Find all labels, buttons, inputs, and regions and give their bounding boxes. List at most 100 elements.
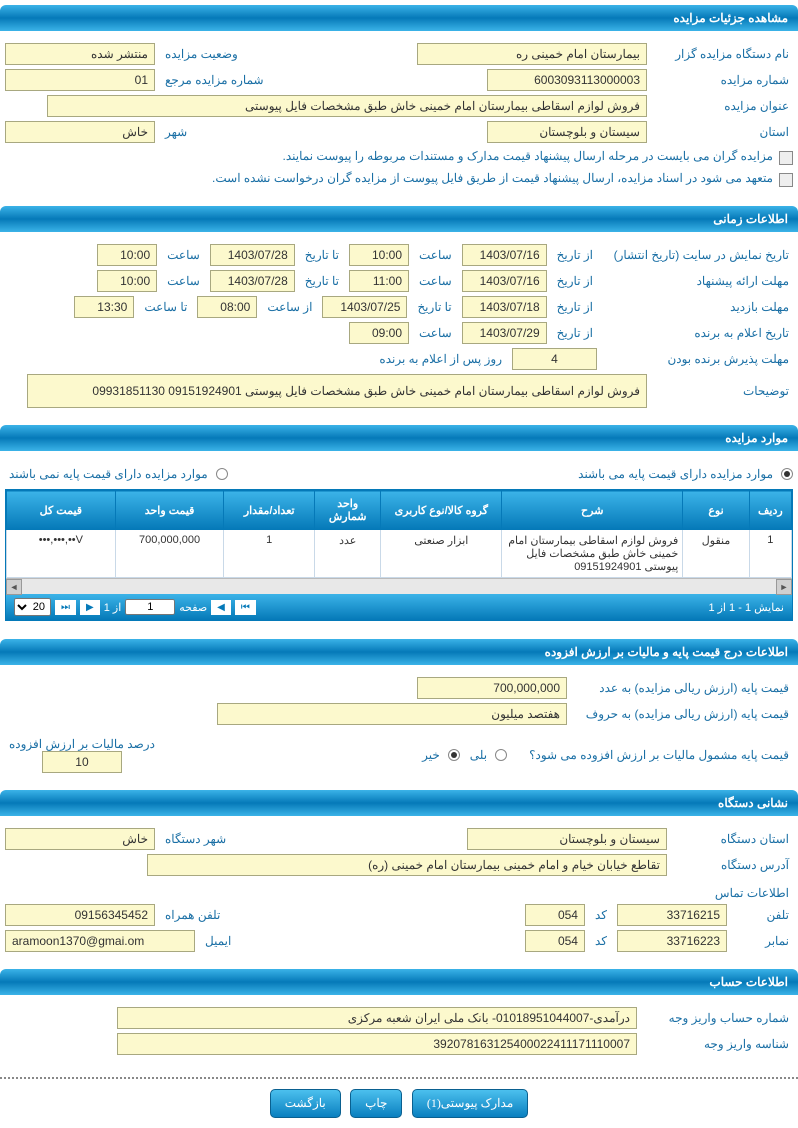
vat-pct-label: درصد مالیات بر ارزش افزوده bbox=[5, 737, 159, 751]
grid-pager: نمایش 1 - 1 از 1 ⏮ ◀ صفحه از 1 ▶ ⏭ 20 bbox=[6, 594, 792, 620]
base-num-field: 700,000,000 bbox=[417, 677, 567, 699]
display-from-time: 10:00 bbox=[349, 244, 409, 266]
title-field: فروش لوازم اسقاطی بیمارستان امام خمینی خ… bbox=[47, 95, 647, 117]
ref-no-label: شماره مزایده مرجع bbox=[161, 73, 268, 87]
col-idx: ردیف bbox=[749, 491, 791, 530]
section-body-items: موارد مزایده دارای قیمت پایه می باشند مو… bbox=[0, 451, 798, 634]
cell-desc: فروش لوازم اسقاطی بیمارستان امام خمینی خ… bbox=[502, 530, 683, 578]
cell-unit: عدد bbox=[314, 530, 380, 578]
fax-label: نمابر bbox=[733, 934, 793, 948]
vat-yes-radio[interactable] bbox=[495, 749, 507, 761]
print-button[interactable]: چاپ bbox=[350, 1089, 402, 1118]
org-city-field: خاش bbox=[5, 828, 155, 850]
pager-prev-icon[interactable]: ◀ bbox=[211, 600, 231, 615]
hour-label: ساعت bbox=[415, 248, 456, 262]
desc-label: توضیحات bbox=[653, 384, 793, 398]
tel-field: 33716215 bbox=[617, 904, 727, 926]
pager-size-select[interactable]: 20 bbox=[14, 598, 51, 616]
items-grid: ردیف نوع شرح گروه کالا/نوع کاربری واحد ش… bbox=[5, 489, 793, 621]
desc-field: فروش لوازم اسقاطی بیمارستان امام خمینی خ… bbox=[27, 374, 647, 408]
vat-no-radio[interactable] bbox=[448, 749, 460, 761]
checkbox-no-file-req[interactable] bbox=[779, 173, 793, 187]
table-row[interactable]: 1 منقول فروش لوازم اسقاطی بیمارستان امام… bbox=[7, 530, 792, 578]
section-header-items: موارد مزایده bbox=[0, 425, 798, 451]
org-address-field: تقاطع خیابان خیام و امام خمینی بیمارستان… bbox=[147, 854, 667, 876]
radio-has-base-label: موارد مزایده دارای قیمت پایه می باشند bbox=[574, 467, 777, 481]
pager-first-icon[interactable]: ⏮ bbox=[235, 600, 256, 615]
status-label: وضعیت مزایده bbox=[161, 47, 242, 61]
button-bar: مدارک پیوستی(1) چاپ بازگشت bbox=[0, 1077, 798, 1128]
grid-scrollbar[interactable]: ◄ ► bbox=[6, 578, 792, 594]
checkbox-doc-attach-label: مزایده گران می بایست در مرحله ارسال پیشن… bbox=[283, 149, 773, 163]
ref-no-field: 01 bbox=[5, 69, 155, 91]
pager-next-icon[interactable]: ▶ bbox=[80, 600, 100, 615]
tel-code-field: 054 bbox=[525, 904, 585, 926]
cell-qty: 1 bbox=[224, 530, 315, 578]
org-province-label: استان دستگاه bbox=[673, 832, 793, 846]
back-button[interactable]: بازگشت bbox=[270, 1089, 341, 1118]
to-label2: تا تاریخ bbox=[301, 274, 343, 288]
col-group: گروه کالا/نوع کاربری bbox=[381, 491, 502, 530]
display-from-date: 1403/07/16 bbox=[462, 244, 547, 266]
tel-code-label: کد bbox=[591, 908, 611, 922]
hour-label2: ساعت bbox=[163, 248, 204, 262]
cell-idx: 1 bbox=[749, 530, 791, 578]
vat-pct-field: 10 bbox=[42, 751, 122, 773]
proposal-from-time: 11:00 bbox=[349, 270, 409, 292]
org-name-field: بیمارستان امام خمینی ره bbox=[417, 43, 647, 65]
radio-no-base-label: موارد مزایده دارای قیمت پایه نمی باشند bbox=[5, 467, 212, 481]
email-field: aramoon1370@gmai.om bbox=[5, 930, 195, 952]
org-province-field: سیستان و بلوچستان bbox=[467, 828, 667, 850]
checkbox-doc-attach[interactable] bbox=[779, 151, 793, 165]
hour-label5: ساعت bbox=[415, 326, 456, 340]
winner-accept-unit: روز پس از اعلام به برنده bbox=[375, 352, 506, 366]
visit-to-time: 13:30 bbox=[74, 296, 134, 318]
province-field: سیستان و بلوچستان bbox=[487, 121, 647, 143]
winner-accept-label: مهلت پذیرش برنده بودن bbox=[603, 352, 793, 366]
cell-total: V••,•••,••• bbox=[7, 530, 116, 578]
pay-id-label: شناسه واریز وجه bbox=[643, 1037, 793, 1051]
from-label3: از تاریخ bbox=[553, 300, 597, 314]
pager-page-input[interactable] bbox=[125, 599, 175, 615]
pager-last-icon[interactable]: ⏭ bbox=[55, 600, 76, 615]
section-header-org: نشانی دستگاه bbox=[0, 790, 798, 816]
winner-from-date: 1403/07/29 bbox=[462, 322, 547, 344]
attachments-button[interactable]: مدارک پیوستی(1) bbox=[412, 1089, 528, 1118]
proposal-label: مهلت ارائه پیشنهاد bbox=[603, 274, 793, 288]
auction-no-field: 6003093113000003 bbox=[487, 69, 647, 91]
mobile-label: تلفن همراه bbox=[161, 908, 224, 922]
hour-label3: ساعت bbox=[415, 274, 456, 288]
pay-id-field: 392078163125400022411171110007 bbox=[117, 1033, 637, 1055]
cell-type: منقول bbox=[683, 530, 749, 578]
col-unit-price: قیمت واحد bbox=[115, 491, 224, 530]
col-qty: تعداد/مقدار bbox=[224, 491, 315, 530]
scroll-left-icon[interactable]: ◄ bbox=[6, 579, 22, 595]
org-address-label: آدرس دستگاه bbox=[673, 858, 793, 872]
col-desc: شرح bbox=[502, 491, 683, 530]
section-body-details: نام دستگاه مزایده گزار بیمارستان امام خم… bbox=[0, 31, 798, 201]
section-body-account: شماره حساب واریز وجه درآمدی-010189510440… bbox=[0, 995, 798, 1067]
radio-has-base[interactable] bbox=[781, 468, 793, 480]
vat-no-label: خیر bbox=[418, 748, 444, 762]
section-header-price: اطلاعات درج قیمت پایه و مالیات بر ارزش ا… bbox=[0, 639, 798, 665]
proposal-to-date: 1403/07/28 bbox=[210, 270, 295, 292]
vat-yes-label: بلی bbox=[466, 748, 491, 762]
section-header-account: اطلاعات حساب bbox=[0, 969, 798, 995]
scroll-right-icon[interactable]: ► bbox=[776, 579, 792, 595]
email-label: ایمیل bbox=[201, 934, 235, 948]
from-label2: از تاریخ bbox=[553, 274, 597, 288]
to-label3: تا تاریخ bbox=[413, 300, 455, 314]
winner-label: تاریخ اعلام به برنده bbox=[603, 326, 793, 340]
pager-of: از 1 bbox=[104, 601, 122, 614]
pager-info: نمایش 1 - 1 از 1 bbox=[708, 601, 784, 614]
visit-to-date: 1403/07/25 bbox=[322, 296, 407, 318]
section-body-org: استان دستگاه سیستان و بلوچستان شهر دستگا… bbox=[0, 816, 798, 964]
city-label: شهر bbox=[161, 125, 191, 139]
checkbox-no-file-req-label: متعهد می شود در اسناد مزایده، ارسال پیشن… bbox=[212, 171, 773, 185]
acc-no-field: درآمدی-01018951044007- بانک ملی ایران شع… bbox=[117, 1007, 637, 1029]
section-header-details: مشاهده جزئیات مزایده bbox=[0, 5, 798, 31]
radio-no-base[interactable] bbox=[216, 468, 228, 480]
proposal-to-time: 10:00 bbox=[97, 270, 157, 292]
hour-label4: ساعت bbox=[163, 274, 204, 288]
province-label: استان bbox=[653, 125, 793, 139]
